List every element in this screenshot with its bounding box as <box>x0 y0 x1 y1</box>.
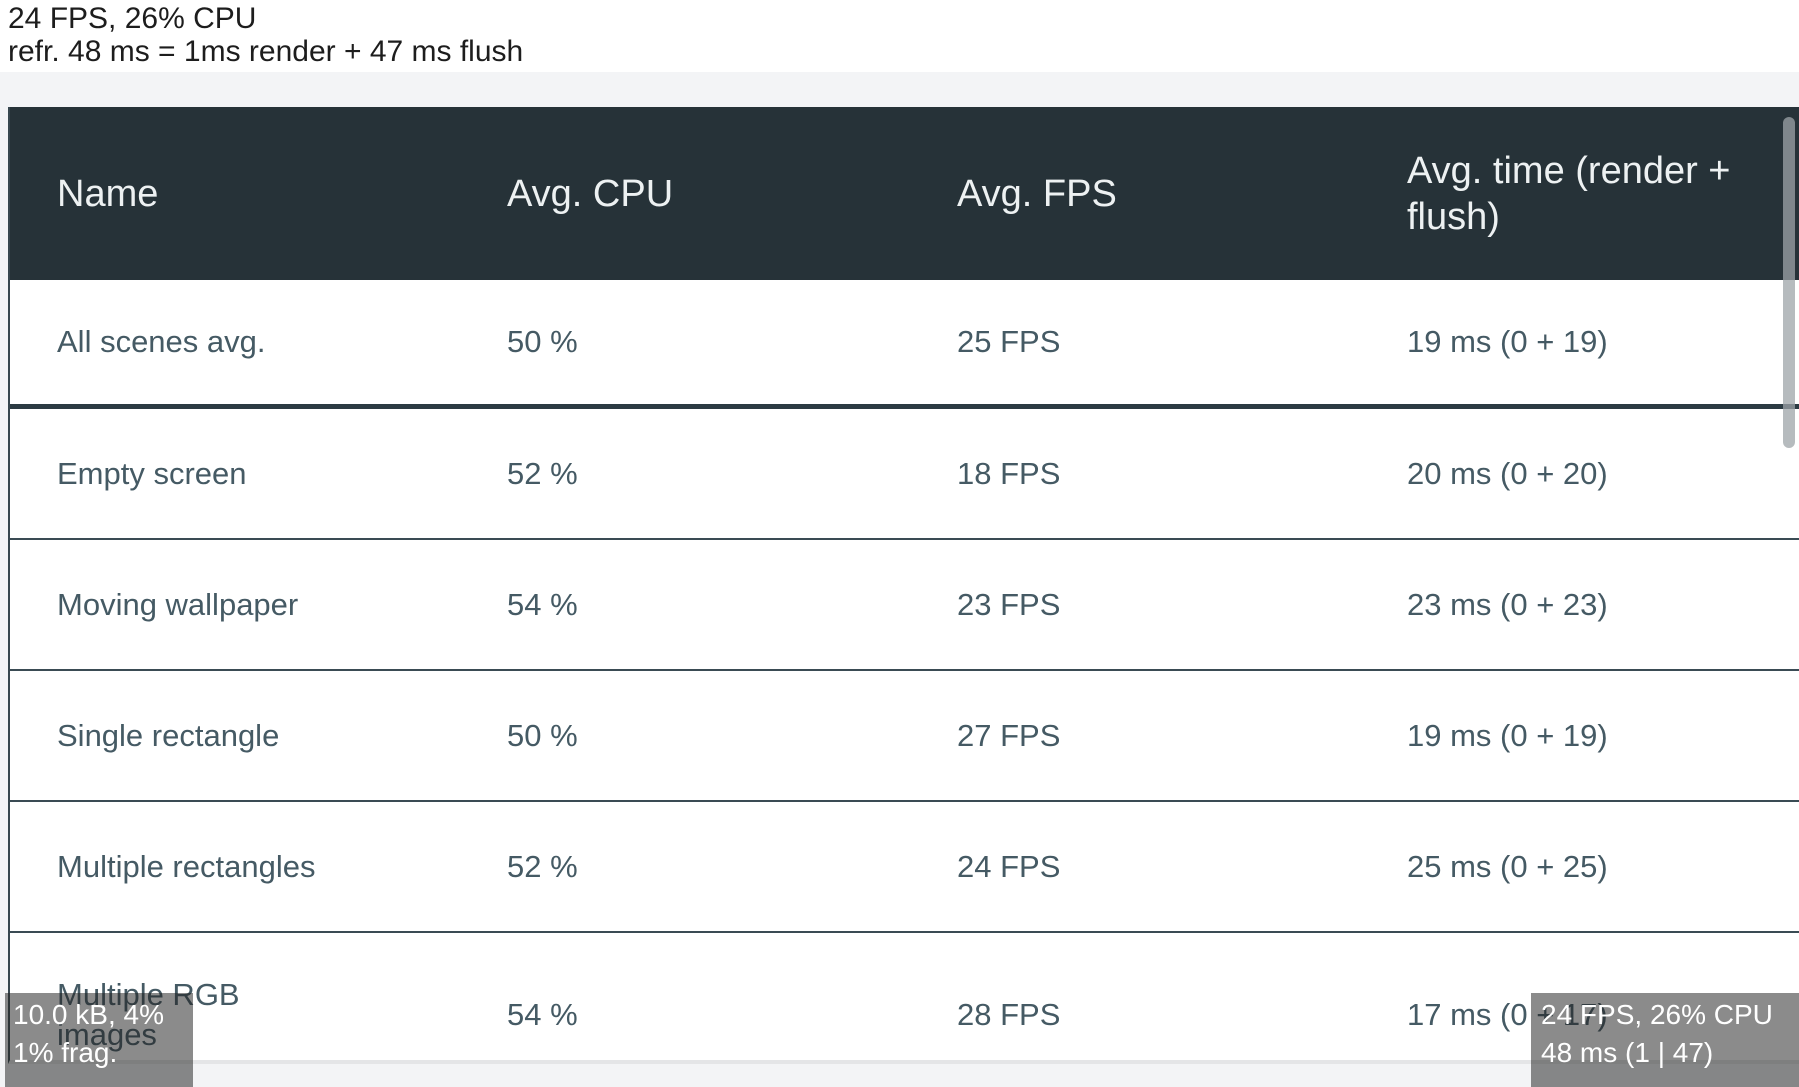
column-header-avg-cpu: Avg. CPU <box>507 172 674 215</box>
cell-time: 23 ms (0 + 23) <box>1407 586 1608 622</box>
cell-cpu: 50 % <box>507 717 578 753</box>
debug-stats-label: 24 FPS, 26% CPU refr. 48 ms = 1ms render… <box>8 2 523 68</box>
cell-cpu: 52 % <box>507 848 578 884</box>
fps-cpu-overlay-label: 24 FPS, 26% CPU <box>1541 999 1773 1030</box>
table-row-single-rectangle: Single rectangle 50 % 27 FPS 19 ms (0 + … <box>10 671 1799 802</box>
cell-name: Moving wallpaper <box>57 586 299 622</box>
cell-time: 20 ms (0 + 20) <box>1407 455 1608 491</box>
vertical-scrollbar-thumb[interactable] <box>1783 117 1795 448</box>
memory-monitor-overlay: 10.0 kB, 4% 1% frag. <box>5 993 193 1087</box>
column-header-avg-time: Avg. time (render + flush) <box>1407 149 1731 238</box>
cell-cpu: 52 % <box>507 455 578 491</box>
table-row-all-scenes-avg: All scenes avg. 50 % 25 FPS 19 ms (0 + 1… <box>10 280 1799 409</box>
cell-fps: 28 FPS <box>957 996 1061 1032</box>
table-header: Name Avg. CPU Avg. FPS Avg. time (render… <box>10 107 1799 280</box>
cell-cpu: 54 % <box>507 586 578 622</box>
render-time-overlay-label: 48 ms (1 | 47) <box>1541 1037 1714 1068</box>
cell-fps: 18 FPS <box>957 455 1061 491</box>
table-row-multiple-rectangles: Multiple rectangles 52 % 24 FPS 25 ms (0… <box>10 802 1799 933</box>
cell-fps: 27 FPS <box>957 717 1061 753</box>
cell-fps: 25 FPS <box>957 324 1061 359</box>
cell-time: 25 ms (0 + 25) <box>1407 848 1608 884</box>
benchmark-table: Name Avg. CPU Avg. FPS Avg. time (render… <box>8 107 1799 1064</box>
cell-cpu: 50 % <box>507 324 578 359</box>
memory-fragmentation-label: 1% frag. <box>13 1037 118 1068</box>
memory-usage-label: 10.0 kB, 4% <box>13 999 164 1030</box>
column-header-avg-fps: Avg. FPS <box>957 172 1117 215</box>
fps-cpu-label: 24 FPS, 26% CPU <box>8 2 257 35</box>
cell-name: Multiple rectangles <box>57 848 316 884</box>
performance-monitor-overlay: 24 FPS, 26% CPU 48 ms (1 | 47) <box>1531 993 1799 1087</box>
refresh-time-label: refr. 48 ms = 1ms render + 47 ms flush <box>8 35 524 68</box>
table-row-empty-screen: Empty screen 52 % 18 FPS 20 ms (0 + 20) <box>10 409 1799 540</box>
cell-cpu: 54 % <box>507 996 578 1032</box>
cell-name: Empty screen <box>57 455 247 491</box>
column-header-name: Name <box>57 172 159 215</box>
cell-time: 19 ms (0 + 19) <box>1407 324 1608 359</box>
cell-name: Single rectangle <box>57 717 280 753</box>
cell-fps: 24 FPS <box>957 848 1061 884</box>
cell-fps: 23 FPS <box>957 586 1061 622</box>
cell-name: All scenes avg. <box>57 324 266 359</box>
table-row-moving-wallpaper: Moving wallpaper 54 % 23 FPS 23 ms (0 + … <box>10 540 1799 671</box>
cell-time: 19 ms (0 + 19) <box>1407 717 1608 753</box>
